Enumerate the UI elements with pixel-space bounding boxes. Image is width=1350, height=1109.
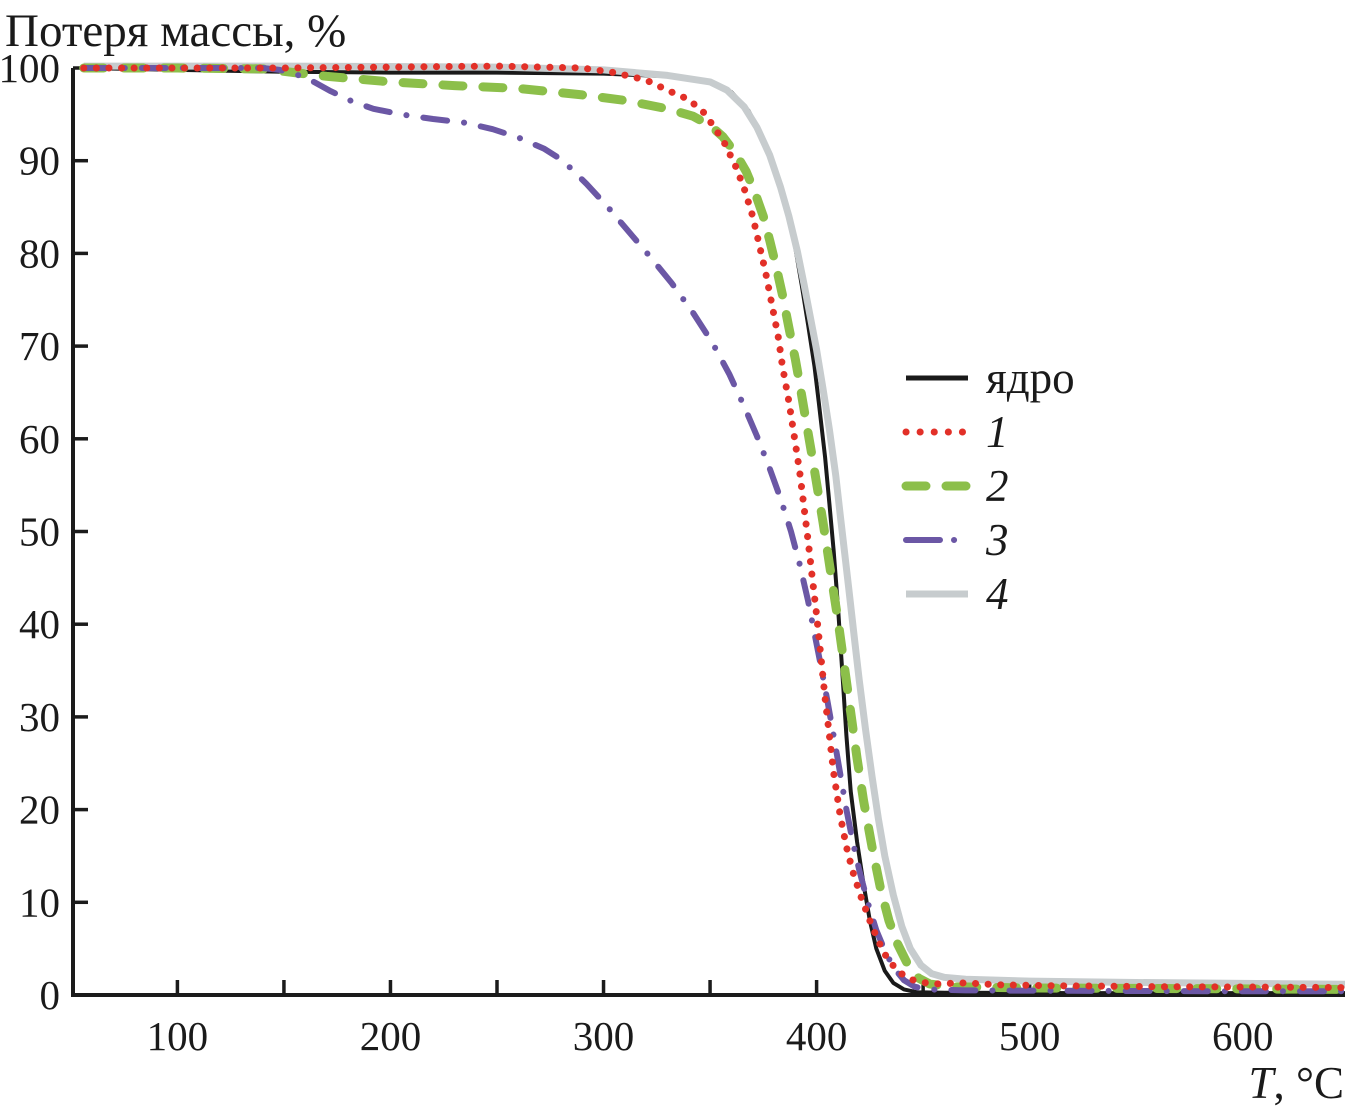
y-tick-label: 90 bbox=[19, 138, 60, 184]
curve-core bbox=[83, 66, 1345, 996]
y-tick-label: 30 bbox=[19, 694, 60, 740]
legend-swatch-core-line bbox=[906, 375, 968, 381]
legend-swatch-dashed-line bbox=[901, 481, 973, 491]
y-tick-label: 70 bbox=[19, 323, 60, 369]
x-axis-symbol: T bbox=[1248, 1058, 1274, 1108]
legend-item-1: 1 bbox=[902, 405, 1075, 459]
y-tick-label: 0 bbox=[40, 972, 61, 1018]
y-tick-label: 60 bbox=[19, 416, 60, 462]
legend-item-3: 3 bbox=[903, 513, 1075, 567]
legend-item-core: ядро bbox=[903, 351, 1075, 405]
y-tick-label: 40 bbox=[19, 601, 60, 647]
y-tick-label: 100 bbox=[0, 45, 60, 91]
legend-item-4: 4 bbox=[903, 567, 1075, 621]
x-axis-unit: , °C bbox=[1273, 1058, 1344, 1108]
page-title: Потеря массы, % bbox=[5, 5, 347, 57]
legend-swatch-gray-line bbox=[906, 590, 968, 598]
x-tick-label: 200 bbox=[360, 1013, 422, 1059]
x-tick-label: 300 bbox=[573, 1013, 635, 1059]
x-tick-label: 100 bbox=[147, 1013, 209, 1059]
legend-label: 1 bbox=[986, 406, 1009, 457]
x-tick-label: 500 bbox=[999, 1013, 1061, 1059]
curve-2 bbox=[79, 63, 1350, 994]
x-axis-label: T, °C bbox=[1248, 1057, 1344, 1109]
x-tick-label: 600 bbox=[1212, 1013, 1274, 1059]
legend-swatch-dotted-line bbox=[902, 428, 972, 436]
legend: ядро 1 2 3 4 bbox=[901, 351, 1075, 621]
legend-label: ядро bbox=[986, 352, 1075, 403]
legend-swatch-dashdot-line bbox=[903, 537, 971, 543]
curve-1 bbox=[80, 62, 1349, 992]
legend-label: 2 bbox=[986, 460, 1009, 511]
curve-4 bbox=[83, 62, 1346, 988]
curve-3 bbox=[80, 65, 1348, 995]
x-tick-label: 400 bbox=[786, 1013, 848, 1059]
y-tick-label: 50 bbox=[19, 509, 60, 555]
y-tick-label: 10 bbox=[19, 879, 60, 925]
legend-item-2: 2 bbox=[901, 459, 1075, 513]
legend-label: 3 bbox=[986, 514, 1009, 565]
y-tick-label: 20 bbox=[19, 787, 60, 833]
legend-label: 4 bbox=[986, 568, 1009, 619]
axis-lines bbox=[71, 68, 1345, 997]
y-tick-label: 80 bbox=[19, 230, 60, 276]
